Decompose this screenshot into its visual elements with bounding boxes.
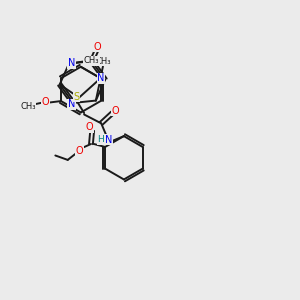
Text: N: N <box>98 73 105 83</box>
Text: O: O <box>94 42 101 52</box>
Text: H: H <box>97 135 104 144</box>
Text: O: O <box>76 146 83 156</box>
Text: CH₃: CH₃ <box>84 56 99 65</box>
Text: O: O <box>86 122 94 132</box>
Text: N: N <box>105 134 112 145</box>
Text: CH₃: CH₃ <box>96 57 111 66</box>
Text: N: N <box>68 99 75 109</box>
Text: CH₃: CH₃ <box>20 102 36 111</box>
Text: S: S <box>74 92 80 102</box>
Text: N: N <box>68 58 75 68</box>
Text: O: O <box>112 106 119 116</box>
Text: O: O <box>42 97 50 107</box>
